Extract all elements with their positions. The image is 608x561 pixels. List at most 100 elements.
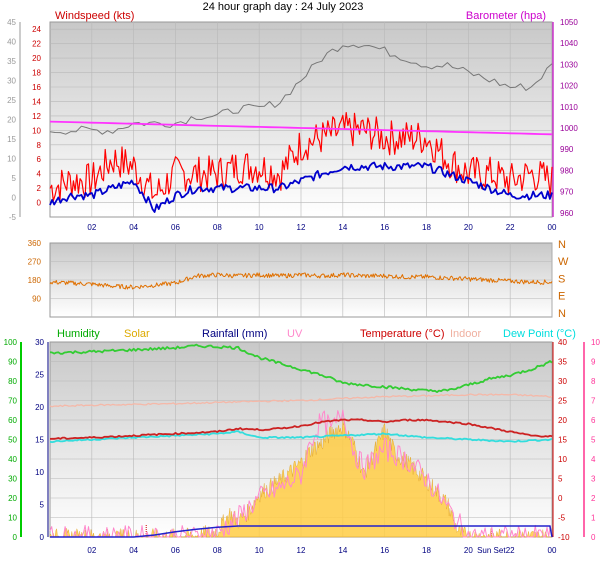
temp-x-tick-label: 16 <box>380 546 389 555</box>
humidity-tick-label: 50 <box>8 436 17 445</box>
temp-tick-label: 30 <box>558 377 567 386</box>
compass-label: E <box>558 291 565 303</box>
wind-x-tick-label: 04 <box>129 223 138 232</box>
uv-tick-label: 4 <box>591 455 596 464</box>
temp-tick-label: 25 <box>558 397 567 406</box>
wind-x-tick-label: 06 <box>171 223 180 232</box>
wind-inner-tick-label: 16 <box>32 83 41 92</box>
wind-outer-tick-label: 5 <box>12 174 17 183</box>
baro-tick-label: 1020 <box>560 82 578 91</box>
temp-x-tick-label: 06 <box>171 546 180 555</box>
wind-outer-tick-label: 35 <box>7 57 16 66</box>
baro-tick-label: 1030 <box>560 60 578 69</box>
wind-outer-tick-label: 0 <box>12 194 17 203</box>
uv-tick-label: 10 <box>591 338 600 347</box>
humidity-tick-label: 20 <box>8 494 17 503</box>
wind-inner-tick-label: 14 <box>32 97 41 106</box>
legend-humidity: Humidity <box>57 328 100 340</box>
wind-outer-tick-label: 20 <box>7 116 16 125</box>
legend-rainfall: Rainfall (mm) <box>202 328 267 340</box>
humidity-tick-label: 60 <box>8 416 17 425</box>
rain-tick-label: 25 <box>35 371 44 380</box>
legend-indoor: Indoor <box>450 328 482 340</box>
wind-inner-tick-label: 12 <box>32 112 41 121</box>
temp-x-tick-label: Sun Set <box>477 546 506 555</box>
uv-tick-label: 2 <box>591 494 596 503</box>
direction-tick-label: 90 <box>32 295 41 304</box>
rain-tick-label: 5 <box>40 501 45 510</box>
series-indoorline <box>49 393 553 408</box>
baro-tick-label: 1010 <box>560 103 578 112</box>
series-averageline <box>49 161 553 213</box>
wind-x-tick-label: 20 <box>464 223 473 232</box>
baro-tick-label: 980 <box>560 166 574 175</box>
temp-x-tick-label: 18 <box>422 546 431 555</box>
wind-outer-tick-label: -5 <box>9 213 17 222</box>
temp-x-tick-label: 04 <box>129 546 138 555</box>
uv-tick-label: 3 <box>591 475 596 484</box>
humidity-tick-label: 30 <box>8 475 17 484</box>
compass-label: S <box>558 273 565 285</box>
baro-tick-label: 1040 <box>560 39 578 48</box>
wind-inner-tick-label: 20 <box>32 54 41 63</box>
wind-x-tick-label: 10 <box>255 223 264 232</box>
series-humidityline <box>49 343 553 394</box>
baro-axis-title: Barometer (hpa) <box>466 10 546 22</box>
humidity-tick-label: 0 <box>13 533 18 542</box>
temp-tick-label: 35 <box>558 358 567 367</box>
wind-inner-tick-label: 6 <box>37 155 42 164</box>
wind-inner-tick-label: 4 <box>37 170 42 179</box>
wind-outer-tick-label: 25 <box>7 96 16 105</box>
humidity-tick-label: 80 <box>8 377 17 386</box>
temp-x-tick-label: 02 <box>87 546 96 555</box>
wind-x-tick-label: 08 <box>213 223 222 232</box>
temp-x-tick-label: 12 <box>297 546 306 555</box>
uv-tick-label: 7 <box>591 397 596 406</box>
wind-x-tick-label: 00 <box>548 223 557 232</box>
temp-tick-label: -5 <box>558 514 566 523</box>
rain-tick-label: 20 <box>35 403 44 412</box>
temp-tick-label: -10 <box>558 533 570 542</box>
series-temperature-c-line <box>49 418 553 440</box>
uv-tick-label: 6 <box>591 416 596 425</box>
temp-tick-label: 10 <box>558 455 567 464</box>
rain-tick-label: 15 <box>35 436 44 445</box>
uv-tick-label: 0 <box>591 533 596 542</box>
uv-tick-label: 1 <box>591 514 596 523</box>
direction-tick-label: 180 <box>28 276 42 285</box>
wind-x-tick-label: 16 <box>380 223 389 232</box>
humidity-tick-label: 90 <box>8 358 17 367</box>
direction-tick-label: 360 <box>28 239 42 248</box>
baro-tick-label: 960 <box>560 209 574 218</box>
temp-x-tick-label: 22 <box>506 546 515 555</box>
temp-tick-label: 20 <box>558 416 567 425</box>
wind-axis-title: Windspeed (kts) <box>55 10 134 22</box>
temp-x-tick-label: 08 <box>213 546 222 555</box>
compass-label: W <box>558 256 569 268</box>
page-title: 24 hour graph day : 24 July 2023 <box>203 1 364 13</box>
legend-temperature: Temperature (°C) <box>360 328 444 340</box>
wind-inner-tick-label: 22 <box>32 40 41 49</box>
temp-tick-label: 5 <box>558 475 563 484</box>
wind-x-tick-label: 02 <box>87 223 96 232</box>
rainfall-line <box>50 525 553 538</box>
wind-inner-tick-label: 24 <box>32 25 41 34</box>
wind-x-tick-label: 14 <box>338 223 347 232</box>
humidity-tick-label: 100 <box>4 338 18 347</box>
wind-x-tick-label: 18 <box>422 223 431 232</box>
rain-tick-label: 0 <box>40 533 45 542</box>
series-barometer-hpa-line <box>49 120 553 136</box>
wind-inner-tick-label: 10 <box>32 126 41 135</box>
temp-x-tick-label: 14 <box>338 546 347 555</box>
humidity-tick-label: 10 <box>8 514 17 523</box>
wind-outer-tick-label: 10 <box>7 155 16 164</box>
series-dew-point-c-line <box>49 430 553 444</box>
baro-tick-label: 1050 <box>560 18 578 27</box>
wind-outer-tick-label: 30 <box>7 77 16 86</box>
uv-tick-label: 5 <box>591 436 596 445</box>
wind-outer-tick-label: 45 <box>7 18 16 27</box>
wind-x-tick-label: 22 <box>506 223 515 232</box>
wind-outer-tick-label: 15 <box>7 135 16 144</box>
wind-inner-tick-label: 0 <box>37 199 42 208</box>
